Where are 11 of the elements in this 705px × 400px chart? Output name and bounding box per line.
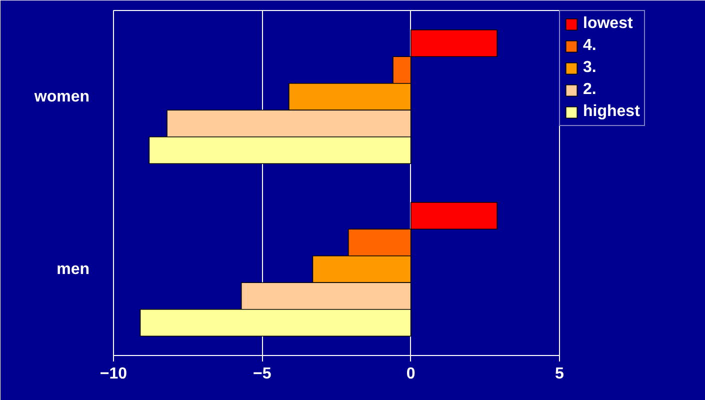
y-tick-label: women bbox=[33, 88, 90, 106]
x-tick-label: 5 bbox=[555, 366, 564, 382]
legend-label: highest bbox=[583, 103, 640, 121]
x-tick-label: −10 bbox=[100, 366, 128, 382]
legend-label: 4. bbox=[583, 37, 598, 55]
legend-label: 2. bbox=[583, 81, 598, 99]
x-tick-label: 0 bbox=[406, 366, 416, 382]
y-tick-label: men bbox=[56, 260, 90, 278]
x-tick-label: −5 bbox=[253, 366, 272, 382]
legend-label: 3. bbox=[583, 59, 598, 77]
legend-label: lowest bbox=[583, 15, 633, 33]
